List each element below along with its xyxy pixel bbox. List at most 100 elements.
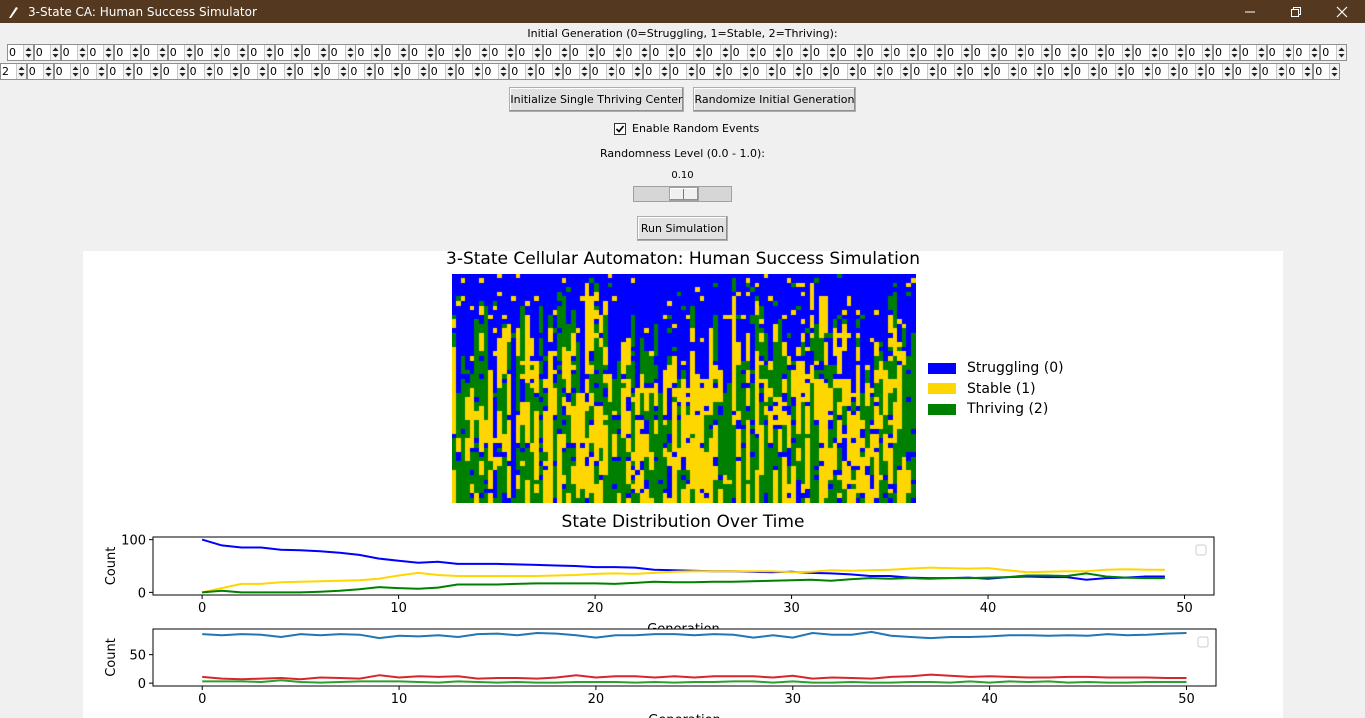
- spin-arrows-icon[interactable]: [1121, 45, 1132, 60]
- cell-spinbox[interactable]: 0: [221, 44, 249, 61]
- cell-spinbox[interactable]: 0: [884, 63, 912, 80]
- cell-spinbox[interactable]: 0: [730, 44, 758, 61]
- cell-spinbox[interactable]: 0: [53, 63, 81, 80]
- spin-arrows-icon[interactable]: [425, 45, 435, 60]
- spin-arrows-icon[interactable]: [1034, 64, 1045, 79]
- cell-spinbox[interactable]: 0: [945, 44, 972, 61]
- spin-arrows-icon[interactable]: [853, 45, 864, 60]
- spin-arrows-icon[interactable]: [1141, 64, 1152, 79]
- cell-spinbox[interactable]: 0: [971, 44, 999, 61]
- spin-arrows-icon[interactable]: [1329, 64, 1340, 79]
- spin-arrows-icon[interactable]: [418, 64, 428, 79]
- cell-spinbox[interactable]: 0: [1052, 44, 1080, 61]
- cell-spinbox[interactable]: 0: [248, 44, 276, 61]
- spin-arrows-icon[interactable]: [686, 64, 696, 79]
- cell-spinbox[interactable]: 0: [1159, 44, 1187, 61]
- spin-arrows-icon[interactable]: [712, 64, 723, 79]
- spin-arrows-icon[interactable]: [16, 64, 26, 79]
- spin-arrows-icon[interactable]: [739, 64, 750, 79]
- spin-arrows-icon[interactable]: [827, 45, 837, 60]
- cell-spinbox[interactable]: 0: [355, 44, 383, 61]
- spin-arrows-icon[interactable]: [927, 64, 938, 79]
- cell-spinbox[interactable]: 0: [160, 63, 188, 80]
- spin-arrows-icon[interactable]: [1275, 64, 1286, 79]
- spin-arrows-icon[interactable]: [746, 45, 757, 60]
- cell-spinbox[interactable]: 0: [80, 63, 108, 80]
- spin-arrows-icon[interactable]: [230, 64, 241, 79]
- cell-spinbox[interactable]: 0: [857, 63, 885, 80]
- spin-arrows-icon[interactable]: [666, 45, 677, 60]
- cell-spinbox[interactable]: 0: [911, 63, 939, 80]
- cell-spinbox[interactable]: 0: [114, 44, 142, 61]
- spin-arrows-icon[interactable]: [42, 64, 53, 79]
- cell-spinbox[interactable]: 0: [891, 44, 919, 61]
- cell-spinbox[interactable]: 0: [1239, 44, 1267, 61]
- spin-arrows-icon[interactable]: [76, 45, 87, 60]
- spin-arrows-icon[interactable]: [1068, 45, 1079, 60]
- cell-spinbox[interactable]: 0: [107, 63, 135, 80]
- cell-spinbox[interactable]: 0: [482, 63, 510, 80]
- spin-arrows-icon[interactable]: [310, 64, 321, 79]
- cell-spinbox[interactable]: 0: [328, 44, 356, 61]
- cell-spinbox[interactable]: 0: [409, 44, 436, 61]
- cell-spinbox[interactable]: 0: [750, 63, 778, 80]
- cell-spinbox[interactable]: 0: [1313, 63, 1341, 80]
- cell-spinbox[interactable]: 0: [301, 44, 329, 61]
- spin-arrows-icon[interactable]: [398, 45, 409, 60]
- spin-arrows-icon[interactable]: [157, 45, 167, 60]
- spin-arrows-icon[interactable]: [559, 45, 569, 60]
- cell-spinbox[interactable]: 0: [536, 63, 563, 80]
- cell-spinbox[interactable]: 0: [87, 44, 115, 61]
- cell-spinbox[interactable]: 0: [616, 63, 644, 80]
- cell-spinbox[interactable]: 0: [837, 44, 865, 61]
- spin-arrows-icon[interactable]: [505, 45, 516, 60]
- spin-arrows-icon[interactable]: [317, 45, 328, 60]
- spin-arrows-icon[interactable]: [873, 64, 884, 79]
- spin-arrows-icon[interactable]: [1202, 45, 1213, 60]
- cell-spinbox[interactable]: 0: [241, 63, 269, 80]
- spin-arrows-icon[interactable]: [773, 45, 784, 60]
- close-icon[interactable]: [1319, 0, 1365, 23]
- cell-spinbox[interactable]: 0: [670, 63, 697, 80]
- cell-spinbox[interactable]: 0: [938, 63, 965, 80]
- spin-arrows-icon[interactable]: [150, 64, 160, 79]
- cell-spinbox[interactable]: 0: [1232, 63, 1260, 80]
- spin-arrows-icon[interactable]: [766, 64, 777, 79]
- spin-arrows-icon[interactable]: [344, 45, 355, 60]
- cell-spinbox[interactable]: 0: [428, 63, 456, 80]
- cell-spinbox[interactable]: 0: [489, 44, 517, 61]
- cell-spinbox[interactable]: 0: [757, 44, 785, 61]
- spin-arrows-icon[interactable]: [210, 45, 221, 60]
- spin-arrows-icon[interactable]: [1175, 45, 1186, 60]
- spin-arrows-icon[interactable]: [130, 45, 141, 60]
- spin-arrows-icon[interactable]: [451, 45, 462, 60]
- spin-arrows-icon[interactable]: [1088, 64, 1098, 79]
- spin-arrows-icon[interactable]: [371, 45, 382, 60]
- spin-arrows-icon[interactable]: [237, 45, 248, 60]
- spin-arrows-icon[interactable]: [719, 45, 730, 60]
- cell-spinbox[interactable]: 0: [1259, 63, 1287, 80]
- spin-arrows-icon[interactable]: [585, 45, 596, 60]
- cell-spinbox[interactable]: 0: [650, 44, 678, 61]
- spin-arrows-icon[interactable]: [961, 45, 971, 60]
- cell-spinbox[interactable]: 0: [402, 63, 429, 80]
- spin-arrows-icon[interactable]: [364, 64, 375, 79]
- spin-arrows-icon[interactable]: [800, 45, 811, 60]
- spin-arrows-icon[interactable]: [1309, 45, 1320, 60]
- cell-spinbox[interactable]: 0: [33, 44, 61, 61]
- spin-arrows-icon[interactable]: [1195, 64, 1206, 79]
- spin-arrows-icon[interactable]: [391, 64, 402, 79]
- cell-spinbox[interactable]: 0: [141, 44, 168, 61]
- spin-arrows-icon[interactable]: [525, 64, 536, 79]
- cell-spinbox[interactable]: 0: [569, 44, 597, 61]
- cell-spinbox[interactable]: 0: [562, 63, 590, 80]
- restore-icon[interactable]: [1273, 0, 1319, 23]
- random-events-toggle[interactable]: Enable Random Events: [614, 122, 759, 135]
- cell-spinbox[interactable]: 0: [623, 44, 651, 61]
- cell-spinbox[interactable]: 0: [964, 63, 992, 80]
- cell-spinbox[interactable]: 0: [1132, 44, 1160, 61]
- spin-arrows-icon[interactable]: [578, 64, 589, 79]
- cell-spinbox[interactable]: 0: [1079, 44, 1106, 61]
- spin-arrows-icon[interactable]: [291, 45, 301, 60]
- cell-spinbox[interactable]: 0: [1320, 44, 1348, 61]
